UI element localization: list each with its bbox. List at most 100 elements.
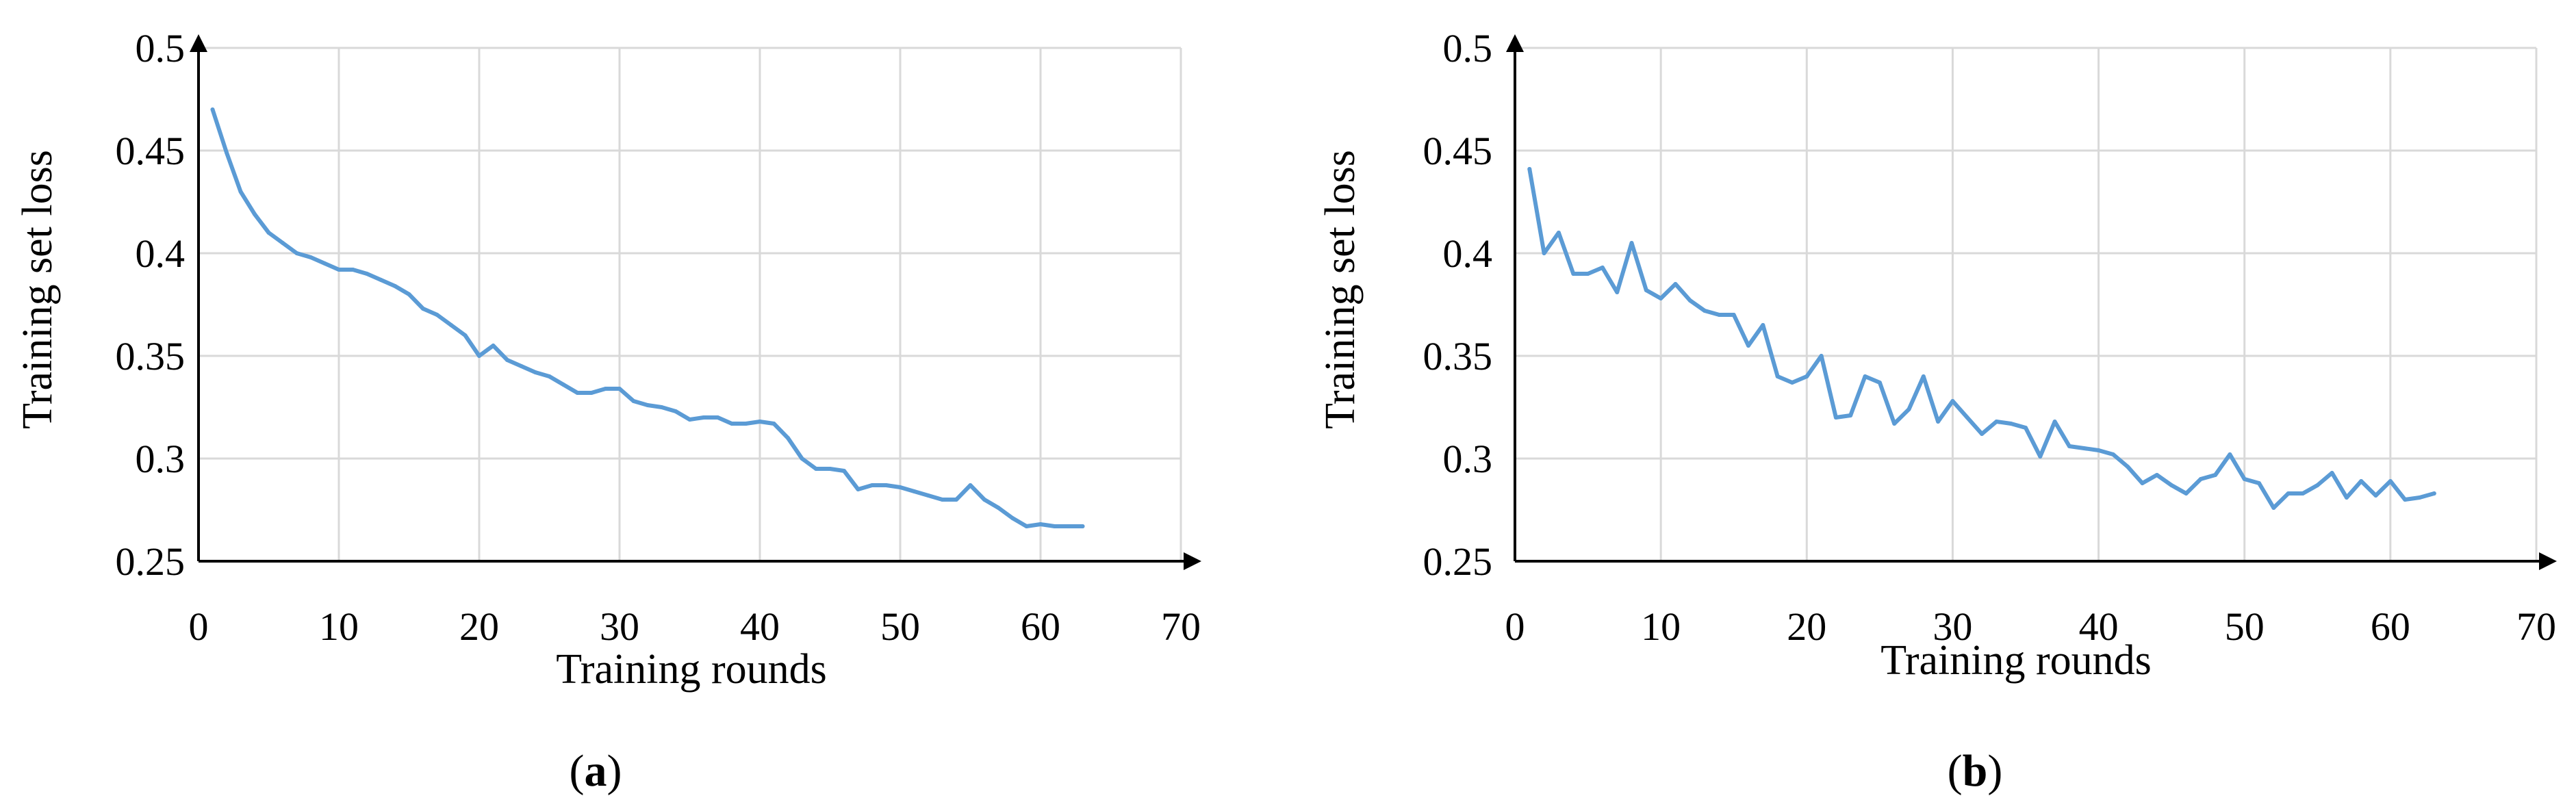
x-axis-title: Training rounds: [1880, 637, 2152, 684]
data-point: [1936, 420, 1941, 424]
data-point: [350, 268, 355, 272]
data-point: [1080, 524, 1085, 528]
x-tick-label: 50: [2225, 604, 2265, 649]
y-axis-arrow-icon: [190, 34, 207, 52]
data-point: [940, 498, 945, 502]
data-point: [631, 399, 636, 403]
data-point: [786, 436, 790, 440]
data-point: [771, 422, 776, 426]
data-point: [1965, 415, 1969, 420]
series: [210, 107, 1085, 528]
data-point: [1556, 231, 1561, 235]
data-point: [2038, 454, 2043, 459]
data-point: [2198, 477, 2203, 481]
data-point: [210, 107, 215, 112]
data-point: [533, 370, 537, 374]
data-point: [912, 489, 917, 493]
data-point: [491, 344, 496, 348]
data-point: [547, 374, 552, 378]
data-point: [519, 364, 524, 368]
data-point: [743, 422, 748, 426]
data-point: [687, 417, 692, 422]
data-point: [589, 391, 594, 395]
data-point: [2052, 420, 2057, 424]
data-point: [954, 498, 958, 502]
x-tick-label: 30: [1933, 604, 1972, 649]
data-point: [1038, 522, 1043, 526]
data-point: [2140, 481, 2145, 485]
data-point: [617, 387, 622, 391]
data-point: [421, 307, 425, 311]
data-point: [379, 278, 383, 282]
x-tick-label: 10: [319, 604, 359, 649]
data-point: [1052, 524, 1057, 528]
data-point: [2242, 477, 2247, 481]
data-point: [870, 483, 874, 487]
data-point: [2184, 491, 2189, 495]
x-tick-label: 0: [1505, 604, 1525, 649]
grid: [199, 47, 1182, 561]
data-point: [505, 358, 509, 362]
data-point: [1010, 516, 1015, 520]
data-point: [1731, 313, 1736, 317]
series: [1527, 167, 2436, 510]
x-tick-label: 0: [189, 604, 209, 649]
data-point: [2169, 483, 2174, 487]
data-point: [646, 403, 650, 407]
axes: [1506, 34, 2557, 570]
data-point: [393, 284, 397, 288]
y-tick-label: 0.35: [1423, 334, 1493, 378]
data-point: [1848, 413, 1853, 417]
data-point: [2432, 491, 2436, 495]
data-point: [2359, 479, 2364, 483]
data-point: [1805, 374, 1809, 378]
data-point: [996, 506, 1001, 510]
data-point: [463, 333, 468, 337]
data-point: [1921, 374, 1926, 378]
y-axis-arrow-icon: [1506, 34, 1524, 52]
series-line: [210, 107, 1085, 528]
data-point: [2096, 448, 2101, 452]
x-axis-title: Training rounds: [556, 646, 827, 693]
data-point: [926, 493, 930, 498]
y-tick-label: 0.4: [1443, 231, 1493, 276]
data-point: [449, 323, 453, 327]
data-point: [365, 272, 369, 276]
data-point: [2315, 483, 2320, 487]
data-point: [1673, 282, 1678, 286]
data-point: [884, 483, 889, 487]
x-tick-label: 50: [880, 604, 920, 649]
data-point: [1761, 323, 1765, 327]
data-point: [407, 292, 411, 296]
x-tick-label: 70: [1161, 604, 1201, 649]
data-point: [1629, 241, 1634, 245]
panel-label: (b): [1948, 746, 2003, 796]
data-point: [1024, 524, 1029, 528]
panel-a: 0.25 0.3 0.35 0.4 0.45 0.5 0 10 20 30 40 50 60 70 Trai…: [14, 26, 1201, 796]
y-axis-title: Training set loss: [1317, 150, 1364, 429]
data-point: [1585, 272, 1590, 276]
data-point: [2082, 446, 2087, 450]
data-point: [435, 313, 439, 317]
data-point: [294, 251, 299, 255]
data-point: [322, 261, 327, 266]
data-point: [2110, 452, 2115, 456]
axes: [190, 34, 1201, 570]
x-tick-label: 40: [740, 604, 780, 649]
data-point: [2008, 422, 2013, 426]
data-point: [659, 405, 664, 409]
x-tick-label: 40: [2079, 604, 2119, 649]
data-point: [2154, 473, 2159, 477]
data-point: [575, 391, 580, 395]
data-point: [702, 415, 706, 420]
data-point: [2344, 495, 2349, 500]
x-tick-label: 20: [459, 604, 499, 649]
data-point: [2257, 481, 2261, 485]
data-point: [1907, 407, 1911, 411]
data-point: [2388, 479, 2393, 483]
data-point: [898, 485, 902, 489]
data-point: [2403, 498, 2408, 502]
data-point: [674, 409, 678, 413]
data-point: [814, 467, 818, 471]
